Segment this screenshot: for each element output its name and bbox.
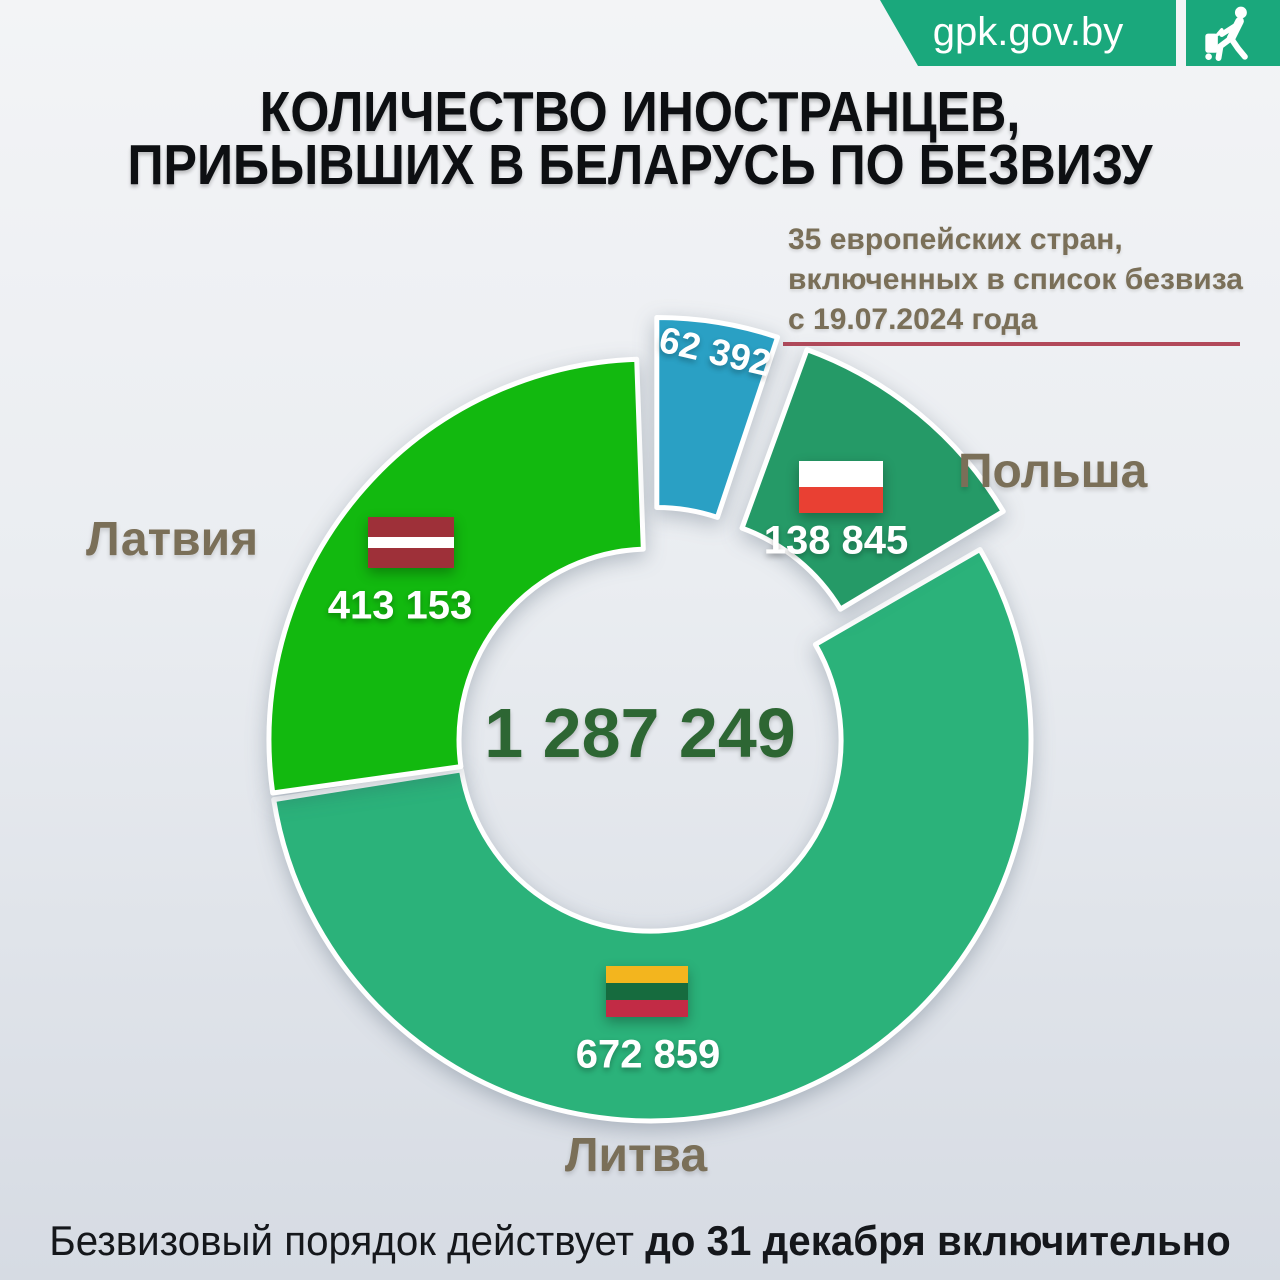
segment-value-latvia: 413 153 xyxy=(327,583,473,628)
logo-tile xyxy=(1186,0,1280,66)
footer-text-normal: Безвизовый порядок действует xyxy=(49,1217,646,1264)
page-title-line1: КОЛИЧЕСТВО ИНОСТРАНЦЕВ, xyxy=(259,80,1021,144)
center-total: 1 287 249 xyxy=(484,694,796,772)
donut-segment-lithuania xyxy=(271,547,1034,1124)
page-title: КОЛИЧЕСТВО ИНОСТРАНЦЕВ, ПРИБЫВШИХ В БЕЛА… xyxy=(0,80,1280,197)
country-label-poland: Польша xyxy=(958,445,1148,498)
flag-stripe xyxy=(799,461,883,487)
note-text: 35 европейских стран, включенных в списо… xyxy=(788,220,1243,340)
footer-text-bold: до 31 декабря включительно xyxy=(645,1217,1231,1264)
donut-segment-latvia xyxy=(266,356,646,796)
site-label: gpk.gov.by xyxy=(932,10,1124,54)
page-title-line2: ПРИБЫВШИХ В БЕЛАРУСЬ ПО БЕЗВИЗУ xyxy=(127,133,1153,197)
flag-stripe xyxy=(368,547,454,569)
traveler-luggage-icon xyxy=(1205,6,1248,62)
latvia-flag-icon xyxy=(368,517,454,569)
flag-stripe xyxy=(368,517,454,538)
flag-stripe xyxy=(606,983,688,1000)
donut-segment-other xyxy=(654,315,781,520)
poland-flag-icon xyxy=(799,461,883,513)
footer: Безвизовый порядок действует до 31 декаб… xyxy=(0,1216,1280,1266)
flag-stripe xyxy=(606,966,688,983)
country-label-latvia: Латвия xyxy=(86,513,259,566)
site-banner: gpk.gov.by xyxy=(880,0,1176,66)
flag-stripe xyxy=(368,537,454,548)
flag-stripe xyxy=(606,1000,688,1017)
flag-stripe xyxy=(799,487,883,513)
segment-value-lithuania: 672 859 xyxy=(575,1032,721,1077)
note-line3: с 19.07.2024 года xyxy=(788,303,1038,336)
segment-value-poland: 138 845 xyxy=(763,518,909,563)
note-underline xyxy=(783,342,1240,346)
note-line1: 35 европейских стран, xyxy=(788,223,1123,256)
note-line2: включенных в список безвиза xyxy=(788,263,1243,296)
lithuania-flag-icon xyxy=(606,966,688,1017)
country-label-lithuania: Литва xyxy=(564,1129,708,1182)
